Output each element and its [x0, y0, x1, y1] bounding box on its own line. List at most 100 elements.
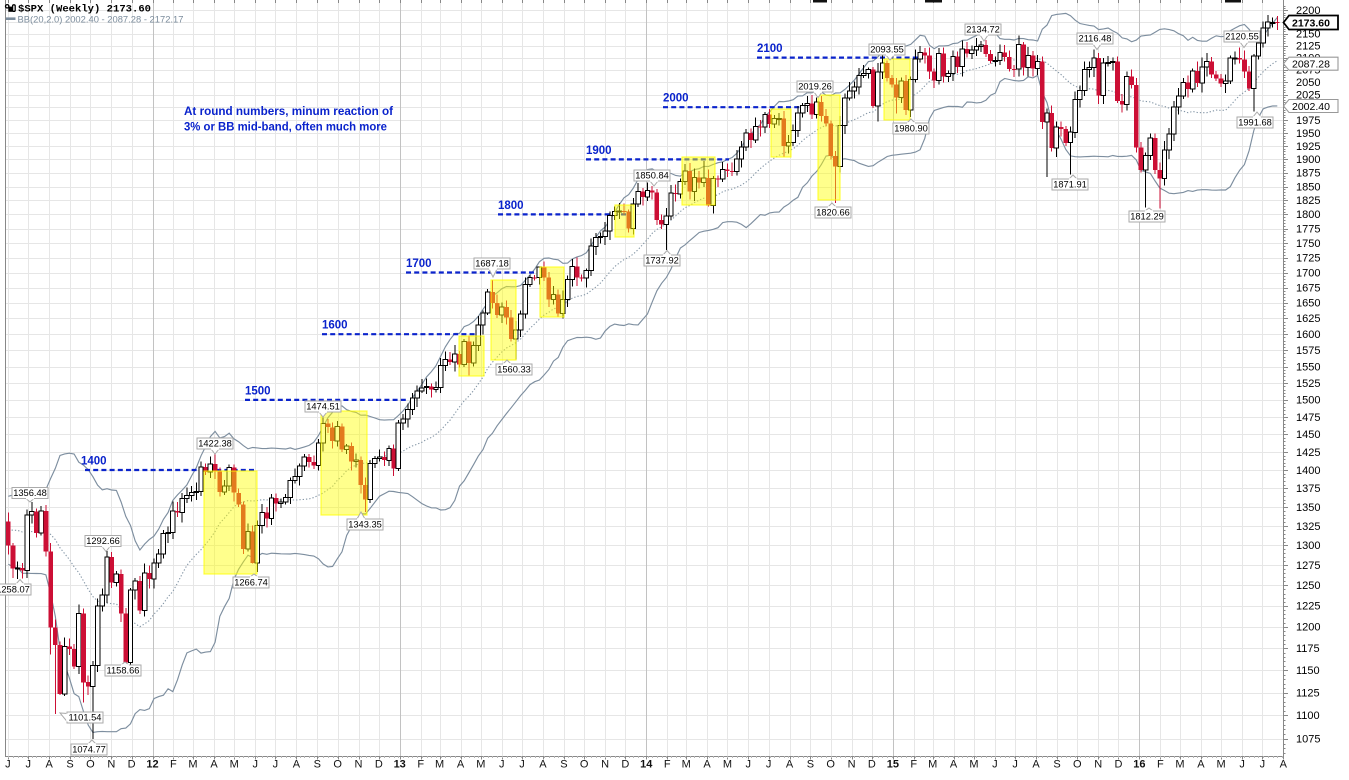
- svg-text:2173.60: 2173.60: [1292, 17, 1330, 29]
- svg-text:2087.28: 2087.28: [1292, 59, 1330, 71]
- svg-text:1625: 1625: [1296, 313, 1320, 325]
- svg-text:A: A: [539, 759, 547, 771]
- svg-text:1175: 1175: [1296, 643, 1320, 655]
- svg-text:1074.77: 1074.77: [72, 745, 106, 755]
- svg-text:D: D: [868, 759, 876, 771]
- svg-text:1356.48: 1356.48: [13, 488, 47, 498]
- svg-text:O: O: [86, 759, 95, 771]
- svg-text:J: J: [499, 759, 505, 771]
- svg-text:1820.66: 1820.66: [816, 208, 850, 218]
- svg-text:A: A: [210, 759, 218, 771]
- svg-text:1725: 1725: [1296, 253, 1320, 265]
- svg-text:A: A: [786, 759, 794, 771]
- svg-text:O: O: [1073, 759, 1082, 771]
- svg-text:F: F: [910, 759, 917, 771]
- svg-text:1450: 1450: [1296, 429, 1320, 441]
- svg-text:1925: 1925: [1296, 141, 1320, 153]
- svg-text:1474.51: 1474.51: [306, 402, 340, 412]
- svg-text:1101.54: 1101.54: [69, 713, 102, 723]
- svg-text:2002.40: 2002.40: [1292, 101, 1330, 113]
- svg-text:1525: 1525: [1296, 378, 1320, 390]
- svg-text:1425: 1425: [1296, 447, 1320, 459]
- svg-text:1375: 1375: [1296, 483, 1320, 495]
- svg-text:1325: 1325: [1296, 521, 1320, 533]
- svg-text:13: 13: [394, 759, 406, 771]
- svg-text:1950: 1950: [1296, 128, 1320, 140]
- svg-text:1650: 1650: [1296, 298, 1320, 310]
- svg-text:A: A: [457, 759, 465, 771]
- svg-text:D: D: [1115, 759, 1123, 771]
- svg-text:1475: 1475: [1296, 412, 1320, 424]
- svg-text:M: M: [1175, 759, 1184, 771]
- svg-text:1775: 1775: [1296, 223, 1320, 235]
- svg-text:F: F: [664, 759, 671, 771]
- svg-text:2000: 2000: [663, 93, 689, 105]
- svg-text:1975: 1975: [1296, 115, 1320, 127]
- svg-text:2120.55: 2120.55: [1225, 32, 1259, 42]
- svg-text:J: J: [746, 759, 752, 771]
- svg-text:1600: 1600: [1296, 329, 1320, 341]
- svg-text:1300: 1300: [1296, 540, 1320, 552]
- svg-text:N: N: [107, 759, 115, 771]
- svg-text:1150: 1150: [1296, 665, 1320, 677]
- svg-text:1275: 1275: [1296, 560, 1320, 572]
- svg-text:N: N: [355, 759, 363, 771]
- svg-text:BB(20,2.0) 2002.40 - 2087.28 -: BB(20,2.0) 2002.40 - 2087.28 - 2172.17: [18, 14, 184, 25]
- svg-text:A: A: [703, 759, 711, 771]
- svg-text:M: M: [1217, 759, 1226, 771]
- svg-text:N: N: [601, 759, 609, 771]
- svg-text:D: D: [375, 759, 383, 771]
- svg-text:S: S: [807, 759, 814, 771]
- svg-text:J: J: [1012, 759, 1018, 771]
- svg-text:2100: 2100: [757, 43, 783, 55]
- svg-text:M: M: [476, 759, 485, 771]
- svg-text:F: F: [417, 759, 424, 771]
- svg-text:1900: 1900: [1296, 154, 1320, 166]
- svg-text:J: J: [519, 759, 525, 771]
- svg-text:1991.68: 1991.68: [1238, 118, 1272, 128]
- svg-text:2025: 2025: [1296, 89, 1320, 101]
- svg-text:12: 12: [146, 759, 158, 771]
- svg-text:1687.18: 1687.18: [475, 259, 509, 269]
- svg-text:3% or BB mid-band, often much: 3% or BB mid-band, often much more: [184, 120, 387, 134]
- svg-text:1343.35: 1343.35: [348, 520, 382, 530]
- svg-text:1800: 1800: [498, 200, 524, 212]
- svg-text:S: S: [314, 759, 321, 771]
- svg-text:M: M: [682, 759, 691, 771]
- svg-text:2116.48: 2116.48: [1079, 34, 1112, 44]
- svg-text:1250: 1250: [1296, 580, 1320, 592]
- svg-text:1812.29: 1812.29: [1130, 212, 1164, 222]
- svg-text:J: J: [5, 759, 11, 771]
- svg-text:N: N: [1094, 759, 1102, 771]
- svg-text:14: 14: [640, 759, 653, 771]
- svg-text:F: F: [1157, 759, 1164, 771]
- svg-text:1575: 1575: [1296, 345, 1320, 357]
- svg-text:1560.33: 1560.33: [497, 365, 531, 375]
- svg-text:J: J: [252, 759, 258, 771]
- svg-text:2150: 2150: [1296, 28, 1320, 40]
- svg-text:O: O: [826, 759, 835, 771]
- svg-text:1400: 1400: [81, 456, 107, 468]
- svg-text:1500: 1500: [245, 385, 271, 397]
- svg-text:2093.55: 2093.55: [870, 45, 904, 55]
- svg-text:At round numbers, minum reacti: At round numbers, minum reaction of: [184, 104, 394, 118]
- svg-text:J: J: [25, 759, 31, 771]
- svg-text:$SPX (Weekly) 2173.60: $SPX (Weekly) 2173.60: [18, 3, 151, 15]
- svg-text:J: J: [1239, 759, 1245, 771]
- svg-text:N: N: [848, 759, 856, 771]
- svg-text:S: S: [66, 759, 73, 771]
- svg-text:1850.84: 1850.84: [635, 171, 669, 181]
- svg-text:1900: 1900: [586, 145, 612, 157]
- svg-text:1700: 1700: [406, 258, 432, 270]
- svg-text:1200: 1200: [1296, 622, 1320, 634]
- svg-text:2125: 2125: [1296, 40, 1320, 52]
- svg-text:1800: 1800: [1296, 209, 1320, 221]
- svg-text:A: A: [293, 759, 301, 771]
- svg-text:1825: 1825: [1296, 195, 1320, 207]
- svg-text:F: F: [170, 759, 177, 771]
- svg-text:J: J: [273, 759, 279, 771]
- svg-text:2134.72: 2134.72: [966, 25, 1000, 35]
- svg-text:1675: 1675: [1296, 282, 1320, 294]
- svg-text:1980.90: 1980.90: [894, 124, 928, 134]
- svg-text:1075: 1075: [1296, 734, 1320, 746]
